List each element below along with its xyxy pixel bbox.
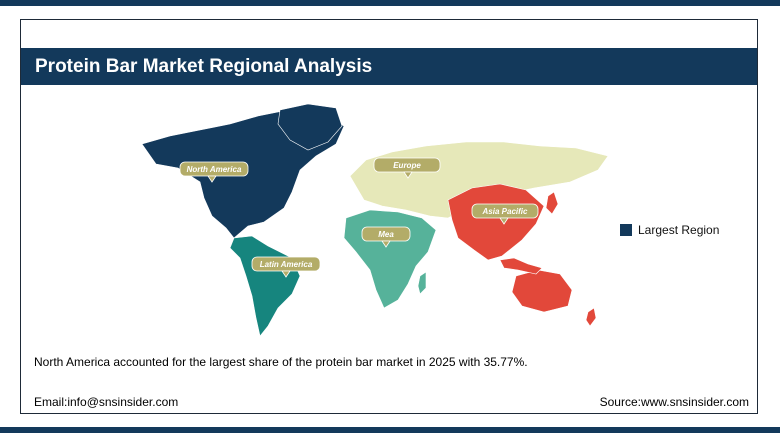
region-latin-america <box>229 235 301 337</box>
source-credit: Source:www.snsinsider.com <box>599 395 749 409</box>
summary-text: North America accounted for the largest … <box>34 355 528 369</box>
region-madagascar <box>417 271 427 295</box>
callout-europe: Europe <box>373 157 441 179</box>
callout-mea-label: Mea <box>378 230 394 239</box>
legend-label: Largest Region <box>638 223 720 237</box>
region-australia <box>511 269 573 313</box>
region-new-zealand <box>585 307 597 327</box>
callout-north-america-label: North America <box>187 165 242 174</box>
region-japan <box>545 191 559 215</box>
callout-asia-pacific: Asia Pacific <box>471 203 539 225</box>
callout-asia-pacific-label: Asia Pacific <box>482 207 528 216</box>
region-southeast-asia-islands <box>499 257 543 275</box>
region-asia-pacific <box>447 183 545 261</box>
callout-europe-label: Europe <box>393 161 421 170</box>
region-mea <box>343 209 437 309</box>
world-map: North America Europe Asia Pacific Mea La… <box>141 103 609 337</box>
callout-mea: Mea <box>361 226 411 248</box>
card-frame <box>20 19 758 414</box>
callout-latin-america-label: Latin America <box>260 260 313 269</box>
callout-north-america: North America <box>179 161 249 183</box>
callout-latin-america: Latin America <box>251 256 321 278</box>
legend-swatch <box>620 224 632 236</box>
bottom-accent-bar <box>0 427 780 433</box>
legend: Largest Region <box>620 223 719 237</box>
page-title: Protein Bar Market Regional Analysis <box>21 48 757 85</box>
region-greenland <box>277 103 343 151</box>
top-accent-bar <box>0 0 780 6</box>
email-contact: Email:info@snsinsider.com <box>34 395 179 409</box>
